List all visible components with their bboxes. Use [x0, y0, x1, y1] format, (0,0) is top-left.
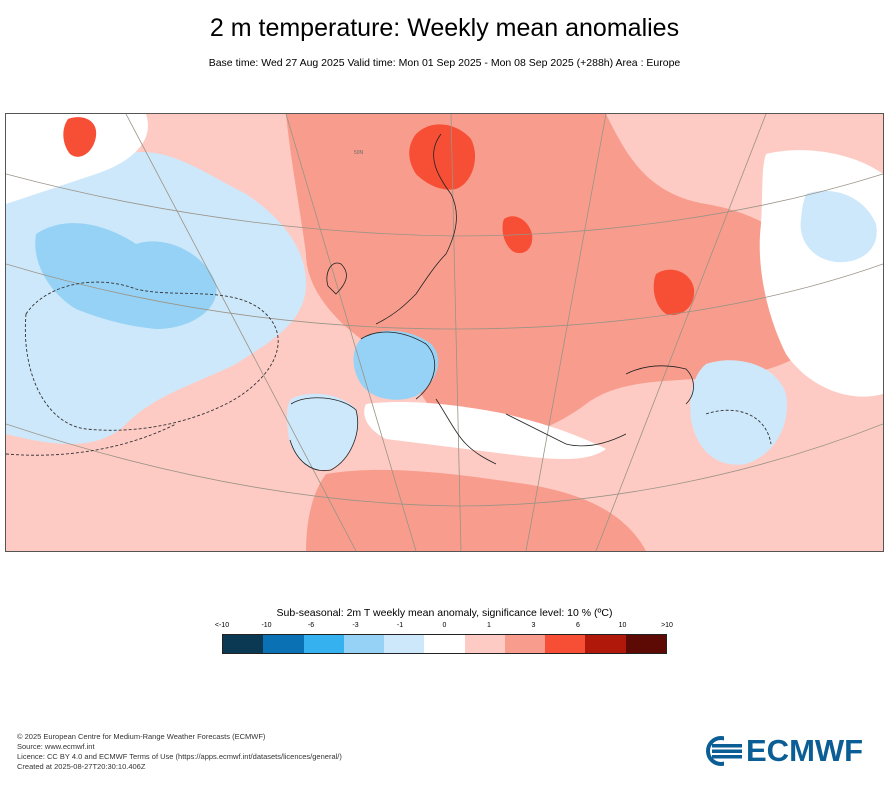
ecmwf-logo-icon	[706, 736, 744, 766]
legend-swatch	[504, 635, 546, 653]
greenland-neutral	[6, 114, 148, 204]
graticule	[6, 114, 883, 551]
legend-swatch	[424, 635, 465, 653]
legend-tick-label: -1	[396, 622, 404, 629]
legend-ticks: <-10 -10 -6 -3 -1 0 1 3 6 10 >10	[215, 622, 673, 632]
north-africa-warm	[306, 469, 646, 551]
footer-source: Source: www.ecmwf.int	[17, 742, 95, 751]
significance-contours	[6, 281, 772, 456]
east-cool-patch	[800, 190, 877, 263]
page-subtitle: Base time: Wed 27 Aug 2025 Valid time: M…	[208, 57, 681, 69]
legend-tick-label: -10	[261, 622, 272, 629]
legend-swatch	[545, 635, 586, 653]
legend-swatch	[585, 635, 626, 653]
legend-tick-label: 0	[442, 622, 447, 629]
legend-swatch	[263, 635, 304, 653]
legend-tick-label: 3	[531, 622, 536, 629]
middle-east-cool	[690, 360, 787, 465]
caspian-hot-spot	[653, 269, 695, 316]
legend-swatch	[625, 635, 666, 653]
legend-swatch	[343, 635, 385, 653]
legend-tick-label: 1	[487, 622, 491, 629]
legend-swatch	[464, 635, 505, 653]
scandinavia-hot	[409, 124, 476, 190]
ecmwf-logo-text: ECMWF	[746, 733, 864, 768]
anomaly-map[interactable]: 50N	[5, 113, 884, 552]
legend-tick-label: -3	[352, 622, 359, 629]
iberia-cool	[286, 393, 359, 470]
atlantic-cooler-core	[35, 223, 217, 329]
footer-licence: Licence: CC BY 4.0 and ECMWF Terms of Us…	[17, 752, 342, 761]
legend-tick-label: 6	[576, 622, 580, 629]
graticule-label: 50N	[354, 150, 364, 156]
france-cool	[353, 330, 439, 400]
legend-title: Sub-seasonal: 2m T weekly mean anomaly, …	[276, 607, 613, 619]
footer-credits: © 2025 European Centre for Medium-Range …	[17, 732, 342, 772]
legend-swatch	[384, 635, 425, 653]
legend-swatch	[223, 635, 264, 653]
page-title: 2 m temperature: Weekly mean anomalies	[209, 14, 680, 42]
legend-swatch	[303, 635, 344, 653]
coastlines	[289, 133, 694, 472]
legend-tick-label: -6	[307, 622, 315, 629]
ecmwf-logo: ECMWF	[706, 733, 876, 768]
footer-created: Created at 2025-08-27T20:30:10.406Z	[17, 762, 146, 771]
legend-tick-label: >10	[661, 622, 673, 629]
legend-tick-label: 10	[618, 622, 627, 629]
greenland-warm-spot	[63, 117, 97, 157]
legend-colorbar	[222, 634, 667, 654]
legend-tick-label: <-10	[214, 622, 230, 629]
footer-copyright: © 2025 European Centre for Medium-Range …	[17, 732, 266, 741]
